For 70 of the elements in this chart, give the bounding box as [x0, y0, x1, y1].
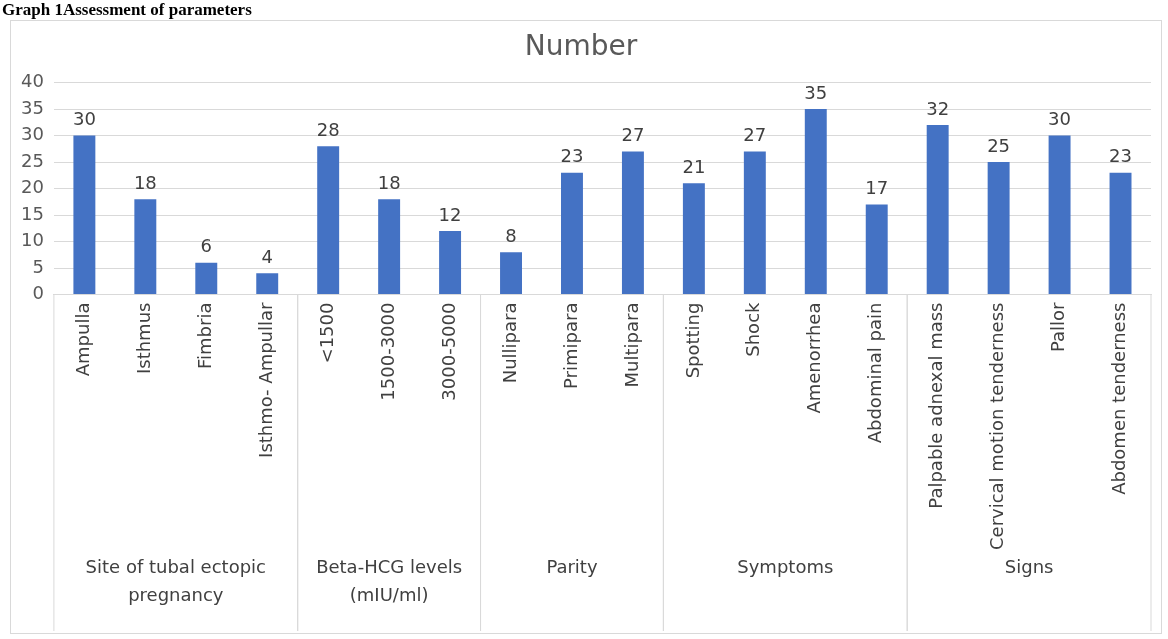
text: Signs — [1004, 556, 1054, 577]
y-tick-label: 35 — [21, 96, 44, 118]
data-label: 30 — [72, 108, 96, 130]
x-tick-label: Spotting — [681, 302, 703, 379]
bar — [926, 124, 949, 295]
bar — [134, 199, 157, 295]
bar — [865, 204, 888, 295]
data-label: 35 — [804, 81, 828, 103]
y-tick-label: 20 — [21, 176, 44, 198]
bar — [1109, 172, 1132, 295]
data-label: 27 — [743, 124, 767, 146]
bar — [317, 146, 340, 295]
data-label: 28 — [316, 118, 340, 140]
y-tick-label: 0 — [32, 282, 44, 304]
data-label: 18 — [133, 171, 157, 193]
x-tick-label: Pallor — [1047, 301, 1069, 353]
x-tick-label: Shock — [742, 301, 764, 357]
bar — [256, 273, 279, 295]
x-tick-label: Multipara — [620, 302, 642, 388]
bar — [378, 199, 401, 295]
x-tick-label: Amenorrhea — [803, 302, 825, 414]
bar — [621, 151, 644, 295]
y-tick-label: 30 — [21, 123, 44, 145]
data-label: 18 — [377, 171, 401, 193]
data-label: 25 — [987, 134, 1011, 156]
data-label: 17 — [865, 177, 889, 199]
bar — [73, 135, 96, 295]
bar — [1048, 135, 1071, 295]
x-tick-label: Nullipara — [498, 302, 520, 384]
bar — [987, 162, 1010, 295]
y-tick-label: 40 — [21, 70, 44, 92]
data-label: 23 — [1109, 145, 1132, 167]
text: Site of tubal ectopic pregnancy — [85, 556, 266, 605]
bar — [439, 230, 462, 295]
data-label: 4 — [261, 246, 273, 268]
caption: Graph 1Assessment of parameters — [2, 0, 253, 20]
bar — [682, 183, 705, 295]
x-tick-label: Abdominal pain — [864, 302, 886, 444]
bar — [743, 151, 766, 295]
text: Parity — [546, 556, 598, 577]
data-label: 8 — [505, 224, 517, 246]
data-label: 12 — [438, 203, 462, 225]
x-tick-label: Cervical motion tenderness — [986, 302, 1008, 551]
data-label: 23 — [560, 145, 584, 167]
bar — [561, 172, 583, 295]
data-label: 27 — [621, 124, 645, 146]
x-tick-label: Isthmo- Ampullar — [254, 301, 276, 458]
x-tick-label: 3000-5000 — [437, 302, 459, 401]
data-label: 21 — [682, 155, 706, 177]
x-tick-label: 1500-3000 — [376, 302, 398, 401]
x-tick-label: Isthmus — [133, 302, 154, 375]
chart-title: Number — [524, 29, 638, 63]
y-tick-label: 10 — [21, 229, 44, 251]
text: Symptoms — [737, 556, 834, 577]
data-label: 32 — [926, 97, 950, 119]
x-tick-label: Ampulla — [72, 302, 94, 377]
data-label: 6 — [200, 235, 213, 257]
y-tick-label: 15 — [21, 202, 44, 224]
x-tick-label: Fimbria — [193, 302, 215, 369]
bar — [195, 262, 218, 295]
x-tick-label: Palpable adnexal mass — [925, 302, 947, 509]
y-tick-label: 5 — [32, 255, 44, 277]
data-label: 30 — [1048, 108, 1072, 130]
bar — [804, 109, 827, 295]
y-tick-label: 25 — [21, 149, 44, 171]
text: Beta-HCG levels (mIU/ml) — [316, 556, 463, 605]
x-tick-label: Primipara — [559, 302, 581, 389]
x-tick-label: <1500 — [315, 302, 337, 364]
x-tick-label: Abdomen tenderness — [1108, 302, 1130, 495]
bar — [500, 252, 522, 295]
